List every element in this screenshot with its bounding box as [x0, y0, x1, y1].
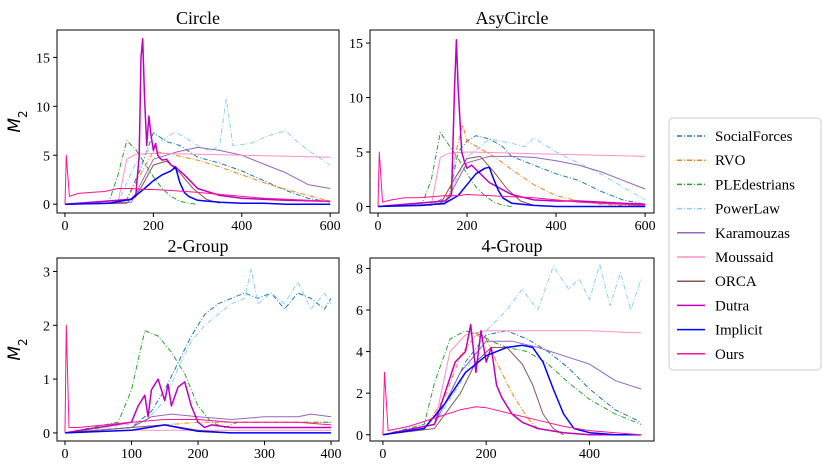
panel-asycircle: 0 200 400 600 0 5 10 15 AsyCircle	[349, 8, 656, 234]
legend-label-powerlaw: PowerLaw	[715, 202, 780, 218]
y-tick-label: 10	[349, 92, 363, 107]
x-tick-label: 0	[61, 447, 68, 462]
series-line-implicit	[382, 344, 642, 436]
series-line-dutra	[64, 378, 331, 434]
legend-label-socialforces: SocialForces	[715, 129, 793, 145]
y-tick-label: 8	[356, 262, 363, 277]
y-tick-label: 5	[43, 149, 50, 164]
x-tick-label: 0	[375, 219, 382, 234]
series-line-karamouzas	[382, 340, 642, 436]
x-tick-label: 0	[61, 219, 68, 234]
x-tick-label: 400	[321, 447, 342, 462]
series-line-powerlaw	[64, 98, 331, 205]
series-line-implicit	[377, 166, 646, 208]
series-line-karamouzas	[377, 155, 646, 207]
legend-label-dutra: Dutra	[715, 298, 749, 314]
series-line-implicit	[64, 166, 331, 205]
series-line-pledestrians	[64, 140, 198, 205]
series-line-socialforces	[64, 132, 331, 205]
series-line-pledestrians	[382, 330, 642, 436]
x-tick-label: 100	[121, 447, 142, 462]
panel-2-group: 0 100 200 300 400 0 1 2 3 2-Group M2	[5, 236, 342, 462]
legend-frame	[668, 117, 822, 371]
series-line-moussaid	[377, 151, 646, 207]
plot-frame	[56, 257, 340, 442]
x-tick-label: 400	[546, 219, 567, 234]
x-tick-label: 600	[320, 219, 341, 234]
y-axis-label-subscript: 2	[16, 110, 30, 118]
y-tick-label: 1	[43, 373, 50, 388]
plot-frame	[369, 257, 655, 442]
series-line-ours	[64, 324, 332, 433]
x-tick-label: 400	[231, 219, 252, 234]
y-tick-label: 0	[356, 429, 363, 444]
y-tick-label: 3	[43, 265, 50, 280]
legend-label-karamouzas: Karamouzas	[715, 226, 790, 242]
panel-4-group: 0 200 400 0 2 4 6 8 4-Group	[356, 236, 655, 462]
plot-frame	[56, 29, 340, 214]
series-line-karamouzas	[64, 146, 331, 205]
y-tick-label: 6	[356, 304, 363, 319]
series-group	[64, 38, 331, 205]
series-line-rvo	[64, 150, 331, 205]
legend-label-implicit: Implicit	[715, 323, 763, 339]
series-line-orca	[377, 155, 534, 207]
series-line-dutra	[377, 39, 646, 208]
x-tick-label: 200	[143, 219, 164, 234]
x-tick-label: 0	[379, 447, 386, 462]
panel-title: 4-Group	[482, 236, 543, 256]
legend-label-rvo: RVO	[715, 153, 746, 169]
series-line-orca	[382, 346, 564, 436]
legend-label-pledestrians: PLEdestrians	[715, 177, 795, 193]
series-line-socialforces	[64, 292, 332, 434]
x-tick-label: 200	[188, 447, 209, 462]
y-tick-label: 15	[36, 51, 50, 66]
series-group	[377, 39, 646, 208]
y-axis-label: M2	[5, 110, 30, 132]
y-tick-label: 2	[43, 319, 50, 334]
x-tick-label: 200	[457, 219, 478, 234]
series-line-karamouzas	[64, 413, 332, 434]
series-line-moussaid	[64, 152, 331, 205]
y-tick-label: 0	[43, 198, 50, 213]
series-line-ours	[64, 154, 331, 205]
series-line-powerlaw	[382, 263, 642, 436]
series-line-socialforces	[382, 330, 642, 436]
series-group	[64, 268, 332, 434]
y-tick-label: 15	[349, 37, 363, 52]
y-tick-label: 4	[356, 346, 363, 361]
series-line-rvo	[382, 334, 642, 436]
y-tick-label: 10	[36, 100, 50, 115]
series-line-pledestrians	[64, 330, 331, 434]
y-tick-label: 5	[356, 146, 363, 161]
series-line-ours	[382, 371, 642, 436]
x-tick-label: 600	[635, 219, 656, 234]
panel-title: AsyCircle	[476, 8, 549, 28]
legend: SocialForces RVO PLEdestrians PowerLaw Karam…	[668, 117, 822, 371]
series-line-dutra	[64, 38, 331, 205]
x-tick-label: 400	[579, 447, 600, 462]
legend-label-ours: Ours	[715, 347, 744, 363]
series-line-orca	[64, 160, 220, 205]
series-line-powerlaw	[377, 137, 646, 207]
x-tick-label: 300	[254, 447, 275, 462]
panel-title: Circle	[176, 8, 220, 28]
series-line-socialforces	[377, 135, 646, 207]
panel-circle: 0 200 400 600 0 5 10 15 Circle M2	[5, 8, 341, 234]
legend-label-orca: ORCA	[715, 274, 757, 290]
plot-frame	[369, 29, 655, 214]
series-line-implicit	[64, 424, 331, 434]
y-axis-label-subscript: 2	[16, 338, 30, 346]
panel-title: 2-Group	[168, 236, 229, 256]
series-line-powerlaw	[64, 268, 332, 434]
x-tick-label: 200	[476, 447, 497, 462]
y-tick-label: 0	[43, 427, 50, 442]
series-group	[382, 263, 642, 436]
y-tick-label: 2	[356, 387, 363, 402]
y-tick-label: 0	[356, 200, 363, 215]
y-axis-label: M2	[5, 338, 30, 360]
legend-label-moussaid: Moussaid	[715, 250, 774, 266]
series-line-ours	[377, 151, 646, 207]
